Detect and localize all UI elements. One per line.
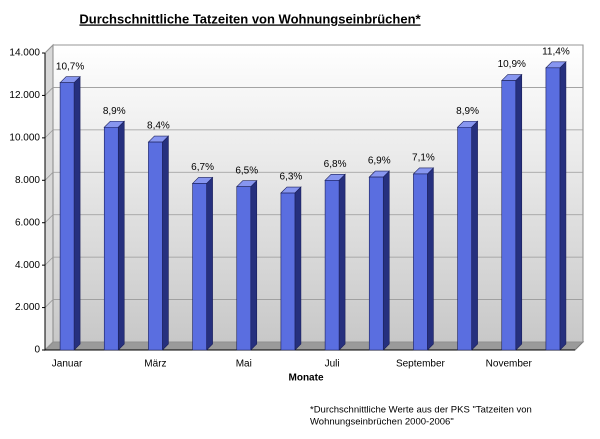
bar-face bbox=[280, 192, 296, 351]
side-wall bbox=[44, 43, 54, 352]
grid-line bbox=[44, 129, 583, 139]
x-tick-label: November bbox=[486, 359, 533, 370]
y-tick-label: 8.000 bbox=[15, 175, 40, 186]
x-tick-label: Mai bbox=[236, 359, 252, 370]
bar bbox=[236, 179, 258, 351]
bar bbox=[59, 75, 81, 351]
bar-face bbox=[162, 135, 169, 351]
x-tick-label: Juli bbox=[325, 359, 340, 370]
y-tick-label: 4.000 bbox=[15, 260, 40, 271]
footnote: Wohnungseinbrüchen 2000-2006" bbox=[310, 417, 454, 428]
bar bbox=[324, 173, 346, 351]
bar-face bbox=[324, 179, 340, 351]
bar-face bbox=[427, 167, 434, 351]
data-label: 6,9% bbox=[368, 156, 391, 167]
bar bbox=[545, 61, 567, 351]
bar-face bbox=[413, 173, 428, 351]
data-label: 10,9% bbox=[498, 59, 526, 70]
bar-face bbox=[515, 73, 523, 351]
bar-face bbox=[117, 120, 125, 351]
x-tick-label: März bbox=[144, 359, 166, 370]
data-label: 8,9% bbox=[103, 106, 126, 117]
y-tick-label: 12.000 bbox=[9, 90, 40, 101]
bar bbox=[103, 120, 125, 351]
bar bbox=[501, 73, 523, 351]
data-label: 6,3% bbox=[280, 172, 303, 183]
grid-line bbox=[44, 171, 583, 181]
grid-line bbox=[44, 341, 583, 351]
bar-face bbox=[368, 176, 384, 351]
data-label: 11,4% bbox=[542, 46, 570, 57]
bar-face bbox=[148, 141, 163, 351]
data-label: 6,8% bbox=[324, 159, 347, 170]
bar-face bbox=[206, 176, 213, 351]
y-tick-label: 6.000 bbox=[15, 217, 40, 228]
bar-face bbox=[382, 170, 390, 351]
bar-face bbox=[192, 183, 207, 351]
bar bbox=[280, 186, 302, 351]
bar-face bbox=[73, 75, 81, 351]
grid-line bbox=[44, 299, 583, 308]
bar bbox=[147, 135, 170, 351]
y-tick-label: 2.000 bbox=[15, 302, 40, 313]
x-axis-title: Monate bbox=[289, 373, 324, 384]
y-tick-label: 14.000 bbox=[9, 48, 40, 59]
x-tick-label: September bbox=[396, 359, 446, 370]
bar bbox=[412, 167, 435, 351]
grid-line bbox=[44, 256, 583, 266]
bar bbox=[191, 176, 214, 351]
data-label: 6,5% bbox=[235, 165, 258, 176]
bar bbox=[456, 120, 479, 351]
bar-face bbox=[59, 82, 75, 351]
bar-face bbox=[338, 173, 346, 351]
bar-face bbox=[236, 186, 252, 351]
bar-face bbox=[501, 80, 517, 351]
data-label: 6,7% bbox=[191, 162, 214, 173]
bar-face bbox=[559, 61, 567, 351]
bar-face bbox=[294, 186, 302, 351]
data-label: 7,1% bbox=[412, 153, 435, 164]
bar-face bbox=[545, 67, 561, 351]
data-label: 8,4% bbox=[147, 121, 170, 132]
chart-title: Durchschnittliche Tatzeiten von Wohnungs… bbox=[79, 11, 421, 26]
bar-face bbox=[250, 179, 258, 351]
y-tick-label: 0 bbox=[34, 345, 40, 356]
grid-line bbox=[44, 214, 583, 223]
bar-face bbox=[471, 120, 478, 351]
data-label: 8,9% bbox=[456, 106, 479, 117]
grid-line bbox=[44, 44, 583, 54]
y-tick-label: 10.000 bbox=[9, 132, 40, 143]
footnote: *Durchschnittliche Werte aus der PKS "Ta… bbox=[310, 405, 532, 416]
bar-face bbox=[103, 126, 119, 351]
data-label: 10,7% bbox=[56, 61, 84, 72]
bar-face bbox=[457, 126, 472, 351]
bar bbox=[368, 170, 390, 351]
x-tick-label: Januar bbox=[52, 359, 83, 370]
grid-line bbox=[44, 87, 583, 96]
